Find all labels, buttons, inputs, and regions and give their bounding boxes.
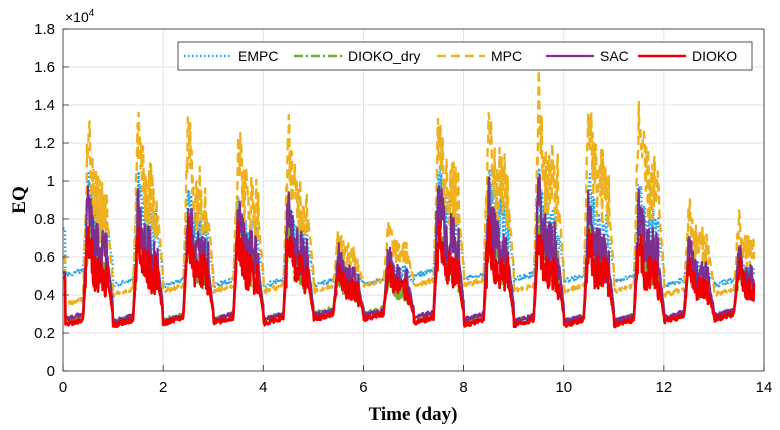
- y-tick-label: 1.2: [34, 135, 55, 152]
- y-tick-label: 0.8: [34, 211, 55, 228]
- y-multiplier-exponent: 4: [89, 8, 95, 19]
- x-axis-title: Time (day): [369, 404, 458, 425]
- plot-frame: [62, 28, 765, 372]
- x-tick-label: 8: [459, 379, 467, 396]
- y-axis-title: EQ: [9, 186, 30, 213]
- y-tick-label: 0.6: [34, 249, 55, 266]
- tick-layer: 0 2 4 6 8 10 12 14 0 0.2 0.4 0.6 0.8 1 1.2 1.4 1.6 1.8: [34, 21, 772, 396]
- x-tick-label: 2: [159, 379, 167, 396]
- series-line-dioko: [62, 216, 756, 329]
- x-tick-label: 14: [756, 379, 773, 396]
- legend-label-mpc: MPC: [491, 48, 522, 64]
- y-tick-label: 0.2: [34, 325, 55, 342]
- y-tick-label: 0: [47, 363, 55, 380]
- x-tick-label: 12: [656, 379, 673, 396]
- legend: EMPC DIOKO_dry MPC SAC DIOKO: [177, 41, 753, 71]
- x-tick-label: 4: [259, 379, 267, 396]
- y-tick-label: 0.4: [34, 287, 55, 304]
- y-tick-label: 1: [47, 173, 55, 190]
- y-tick-label: 1.4: [34, 97, 55, 114]
- series-line-mpc: [62, 68, 756, 307]
- legend-label-empc: EMPC: [238, 48, 278, 64]
- series-layer: [62, 68, 756, 329]
- y-tick-label: 1.6: [34, 59, 55, 76]
- y-multiplier-base: ×10: [65, 9, 89, 25]
- y-multiplier-label: ×104: [65, 8, 95, 25]
- x-tick-label: 10: [555, 379, 572, 396]
- y-tick-label: 1.8: [34, 21, 55, 38]
- legend-label-dioko-dry: DIOKO_dry: [348, 48, 420, 64]
- x-tick-label: 0: [59, 379, 67, 396]
- legend-label-sac: SAC: [600, 48, 629, 64]
- legend-label-dioko: DIOKO: [692, 48, 737, 64]
- x-tick-label: 6: [359, 379, 367, 396]
